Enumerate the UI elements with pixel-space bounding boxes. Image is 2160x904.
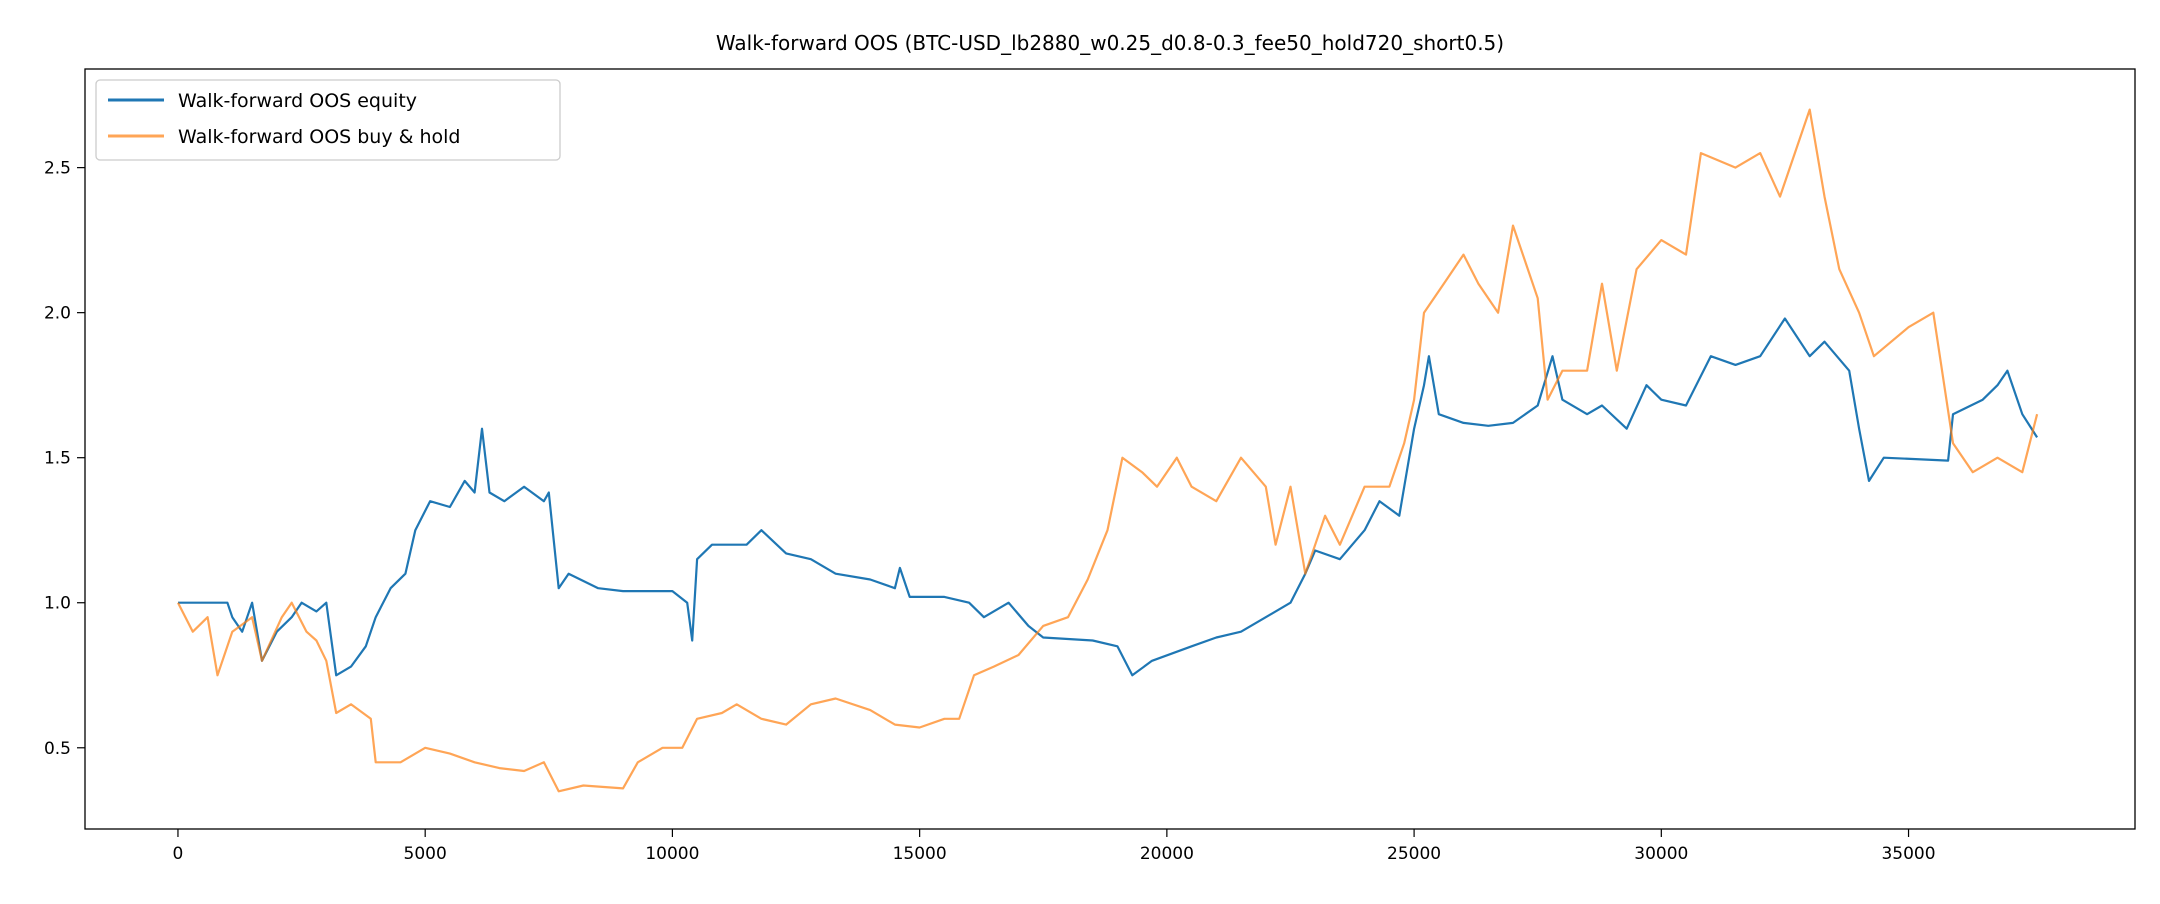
x-tick-label: 25000 <box>1387 844 1441 864</box>
series-line-buy-hold <box>177 108 2039 793</box>
y-tick-label: 2.5 <box>44 159 71 179</box>
x-tick-label: 10000 <box>645 844 699 864</box>
x-tick-label: 15000 <box>893 844 947 864</box>
x-axis: 0 5000 10000 15000 20000 25000 30000 35000 <box>173 829 1936 864</box>
x-tick-label: 35000 <box>1881 844 1935 864</box>
x-tick-label: 30000 <box>1634 844 1688 864</box>
y-axis: 0.5 1.0 1.5 2.0 2.5 <box>44 159 85 759</box>
series-line-equity <box>178 317 2039 677</box>
x-tick-label: 0 <box>173 844 184 864</box>
y-tick-label: 2.0 <box>44 304 71 324</box>
x-tick-label: 20000 <box>1140 844 1194 864</box>
y-tick-label: 1.0 <box>44 594 71 614</box>
x-tick-label: 5000 <box>404 844 447 864</box>
legend-box <box>95 79 561 161</box>
series-layer <box>177 108 2039 793</box>
legend-label-buy-hold: Walk-forward OOS buy & hold <box>178 126 461 148</box>
legend: Walk-forward OOS equity Walk-forward OOS… <box>95 79 561 161</box>
y-tick-label: 1.5 <box>44 449 71 469</box>
chart-title: Walk-forward OOS (BTC-USD_lb2880_w0.25_d… <box>716 31 1504 55</box>
legend-label-equity: Walk-forward OOS equity <box>178 90 417 112</box>
plot-frame <box>84 68 2136 830</box>
y-tick-label: 0.5 <box>44 739 71 759</box>
